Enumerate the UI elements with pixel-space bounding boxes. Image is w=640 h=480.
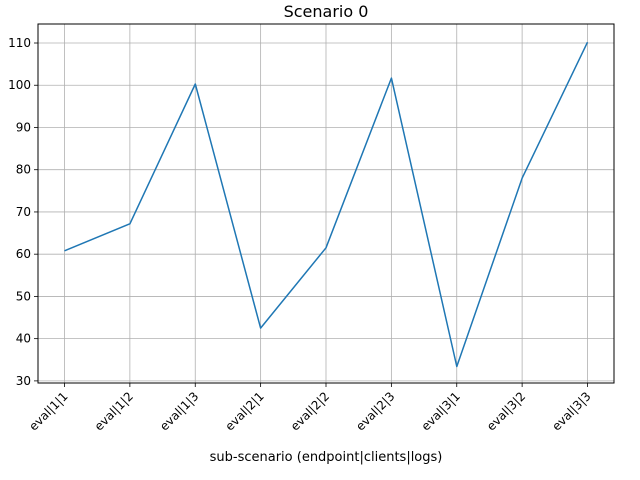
y-tick-label: 50	[16, 289, 31, 303]
x-axis: eval|1|1 eval|1|2 eval|1|3 eval|2|1 eval|2|2…	[26, 383, 594, 433]
x-tick-label: eval|3|2	[484, 389, 528, 433]
x-tick-label: eval|1|2	[92, 389, 136, 433]
y-tick-label: 60	[16, 247, 31, 261]
x-tick-label: eval|1|1	[26, 389, 70, 433]
x-tick-label: eval|2|1	[223, 389, 267, 433]
y-tick-label: 100	[8, 78, 31, 92]
x-tick-label: eval|3|1	[419, 389, 463, 433]
y-tick-label: 90	[16, 120, 31, 134]
x-tick-label: eval|2|3	[353, 389, 397, 433]
grid	[38, 24, 614, 383]
x-tick-label: eval|2|2	[288, 389, 332, 433]
chart-title: Scenario 0	[284, 2, 369, 21]
series-line	[64, 41, 589, 368]
x-tick-label: eval|1|3	[157, 389, 201, 433]
plot-frame	[37, 23, 615, 384]
x-tick-label: eval|3|3	[549, 389, 593, 433]
y-tick-label: 80	[16, 163, 31, 177]
y-axis: 30 40 50 60 70 80 90 100 110	[8, 36, 38, 388]
y-tick-label: 40	[16, 332, 31, 346]
x-axis-label: sub-scenario (endpoint|clients|logs)	[210, 450, 443, 465]
y-tick-label: 70	[16, 205, 31, 219]
y-tick-label: 30	[16, 374, 31, 388]
y-tick-label: 110	[8, 36, 31, 50]
series-layer	[64, 41, 589, 368]
